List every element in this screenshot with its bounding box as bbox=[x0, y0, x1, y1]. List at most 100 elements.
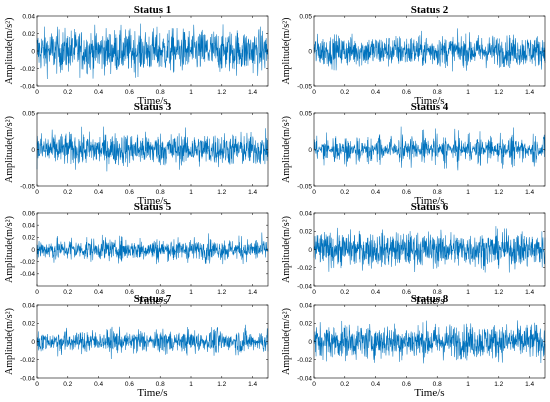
y-tick-label: 0.05 bbox=[299, 110, 312, 117]
x-tick-label: 1 bbox=[466, 289, 470, 296]
y-tick-label: 0.02 bbox=[299, 229, 312, 236]
panel-title: Status 3 bbox=[134, 101, 172, 113]
x-axis-label: Time/s bbox=[137, 387, 167, 399]
x-tick-label: 0.4 bbox=[94, 189, 103, 196]
panel-status-5: 0 0.2 0.4 0.6 0.8 1 1.2 1.4 -0.04 -0.02 0 0.02 0.04 0… bbox=[4, 201, 269, 307]
x-tick-label: 1.4 bbox=[248, 189, 257, 196]
x-tick-label: 1.2 bbox=[494, 289, 503, 296]
x-tick-label: 0 bbox=[35, 89, 39, 96]
signal-line bbox=[36, 232, 269, 265]
x-tick-label: 0.4 bbox=[94, 89, 103, 96]
x-tick-label: 0.4 bbox=[371, 189, 380, 196]
x-tick-label: 0.8 bbox=[156, 89, 165, 96]
y-tick-label: -0.05 bbox=[297, 83, 312, 90]
y-tick-label: 0 bbox=[308, 147, 312, 154]
x-tick-label: 0.6 bbox=[125, 289, 134, 296]
panel-title: Status 8 bbox=[411, 293, 449, 305]
x-tick-label: 0 bbox=[312, 289, 316, 296]
x-tick-label: 1.4 bbox=[525, 381, 534, 388]
x-tick-label: 1 bbox=[189, 381, 193, 388]
y-tick-label: -0.04 bbox=[297, 283, 312, 290]
x-tick-label: 0.6 bbox=[125, 89, 134, 96]
x-tick-label: 0.6 bbox=[125, 381, 134, 388]
y-tick-label: -0.05 bbox=[20, 183, 35, 190]
x-tick-label: 0.6 bbox=[402, 381, 411, 388]
x-tick-label: 1 bbox=[189, 289, 193, 296]
panel-status-8: 0 0.2 0.4 0.6 0.8 1 1.2 1.4 -0.04 -0.02 0 0.02 0.04 S… bbox=[281, 293, 546, 399]
x-tick-label: 1 bbox=[189, 189, 193, 196]
x-tick-label: 1 bbox=[466, 189, 470, 196]
x-tick-label: 0 bbox=[312, 381, 316, 388]
y-tick-label: -0.04 bbox=[20, 83, 35, 90]
y-tick-label: -0.04 bbox=[297, 375, 312, 382]
x-tick-label: 0.4 bbox=[371, 89, 380, 96]
x-tick-label: 1 bbox=[466, 381, 470, 388]
panel-title: Status 4 bbox=[411, 101, 449, 113]
x-tick-label: 0.4 bbox=[94, 381, 103, 388]
y-tick-label: 0.06 bbox=[22, 210, 35, 217]
x-tick-label: 0.2 bbox=[63, 89, 72, 96]
panel-title: Status 2 bbox=[411, 4, 449, 16]
y-axis-label: Amplitude(m/s²) bbox=[281, 18, 292, 85]
x-tick-label: 1.2 bbox=[217, 189, 226, 196]
x-tick-label: 1.4 bbox=[248, 289, 257, 296]
x-tick-label: 0.8 bbox=[156, 381, 165, 388]
y-tick-label: 0.04 bbox=[22, 222, 35, 229]
y-tick-label: 0 bbox=[31, 247, 35, 254]
y-tick-label: -0.02 bbox=[20, 357, 35, 364]
panel-status-6: 0 0.2 0.4 0.6 0.8 1 1.2 1.4 -0.04 -0.02 0 0.02 0.04 S… bbox=[281, 201, 546, 307]
x-tick-label: 0.2 bbox=[63, 381, 72, 388]
x-tick-label: 1.4 bbox=[525, 289, 534, 296]
x-tick-label: 1.2 bbox=[494, 381, 503, 388]
x-tick-label: 0.8 bbox=[156, 189, 165, 196]
signal-line bbox=[36, 324, 269, 360]
x-tick-label: 0.6 bbox=[402, 189, 411, 196]
x-tick-label: 0.2 bbox=[340, 89, 349, 96]
panel-title: Status 5 bbox=[134, 201, 172, 213]
y-axis-label: Amplitude(m/s²) bbox=[281, 308, 292, 375]
x-tick-label: 1.2 bbox=[217, 289, 226, 296]
x-tick-label: 0.8 bbox=[433, 189, 442, 196]
x-tick-label: 0.4 bbox=[371, 289, 380, 296]
y-tick-label: 0 bbox=[31, 147, 35, 154]
panel-status-7: 0 0.2 0.4 0.6 0.8 1 1.2 1.4 -0.04 -0.02 0 0.02 0.04 S… bbox=[4, 293, 269, 399]
x-axis-label: Time/s bbox=[137, 195, 167, 207]
x-tick-label: 0.8 bbox=[433, 381, 442, 388]
y-tick-label: -0.02 bbox=[297, 357, 312, 364]
panel-status-1: 0 0.2 0.4 0.6 0.8 1 1.2 1.4 -0.04 -0.02 0 0.02 0.04 S… bbox=[4, 4, 269, 107]
x-tick-label: 0.2 bbox=[340, 289, 349, 296]
y-tick-label: -0.04 bbox=[20, 271, 35, 278]
x-tick-label: 0 bbox=[312, 89, 316, 96]
x-tick-label: 1.4 bbox=[248, 89, 257, 96]
x-axis-label: Time/s bbox=[137, 295, 167, 307]
x-tick-label: 1.2 bbox=[494, 89, 503, 96]
signal-line bbox=[36, 23, 269, 80]
x-tick-label: 0 bbox=[312, 189, 316, 196]
x-tick-label: 1.2 bbox=[217, 381, 226, 388]
y-tick-label: 0 bbox=[31, 48, 35, 55]
x-tick-label: 1 bbox=[466, 89, 470, 96]
y-axis-label: Amplitude(m/s²) bbox=[4, 116, 15, 183]
signal-line bbox=[36, 126, 269, 172]
panel-title: Status 7 bbox=[134, 293, 172, 305]
y-axis-label: Amplitude(m/s²) bbox=[4, 18, 15, 85]
y-tick-label: -0.02 bbox=[20, 66, 35, 73]
y-tick-label: -0.04 bbox=[20, 375, 35, 382]
x-tick-label: 0 bbox=[35, 289, 39, 296]
y-axis-label: Amplitude(m/s²) bbox=[281, 116, 292, 183]
signal-line bbox=[313, 28, 546, 72]
y-axis-label: Amplitude(m/s²) bbox=[4, 216, 15, 283]
y-tick-label: 0.05 bbox=[299, 13, 312, 20]
y-tick-label: 0.02 bbox=[22, 31, 35, 38]
panel-title: Status 1 bbox=[134, 4, 172, 16]
x-tick-label: 1 bbox=[189, 89, 193, 96]
x-tick-label: 0.8 bbox=[433, 289, 442, 296]
x-tick-label: 0 bbox=[35, 381, 39, 388]
y-tick-label: 0 bbox=[308, 247, 312, 254]
y-tick-label: 0 bbox=[308, 339, 312, 346]
x-tick-label: 0.4 bbox=[371, 381, 380, 388]
x-tick-label: 0.2 bbox=[63, 289, 72, 296]
x-tick-label: 0.8 bbox=[433, 89, 442, 96]
y-tick-label: 0.05 bbox=[22, 110, 35, 117]
